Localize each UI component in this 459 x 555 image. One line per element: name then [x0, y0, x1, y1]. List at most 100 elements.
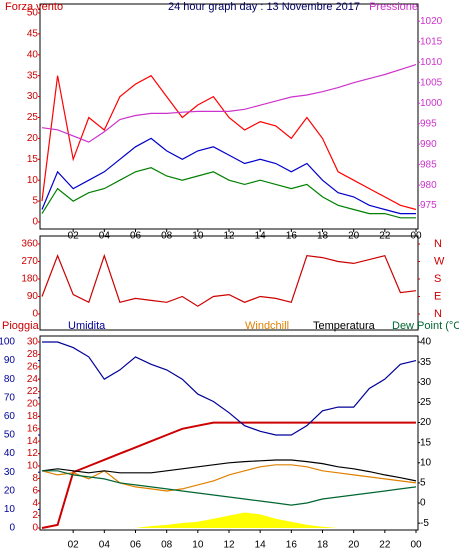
series-line — [41, 74, 417, 211]
x-tick-label: 22 — [379, 540, 391, 551]
y2-tick-label: 1000 — [420, 98, 443, 109]
y3-tick-label: 30 — [27, 337, 39, 348]
x-tick-label: 06 — [130, 540, 142, 551]
series-line — [41, 253, 417, 307]
x-tick-label: 20 — [348, 540, 360, 551]
y-tick-label: 360 — [21, 239, 38, 250]
y3-tick-label: 26 — [27, 361, 39, 372]
y2-tick-label: 10 — [420, 457, 432, 468]
y2-tick-label: 1015 — [420, 36, 443, 47]
y2-tick-label: 0 — [420, 498, 426, 509]
y2-tick-label: -5 — [420, 518, 429, 529]
y-tick-label: 15 — [27, 154, 39, 165]
series-line — [41, 167, 416, 219]
y3-tick-label: 12 — [27, 448, 39, 459]
y2-tick-label: 985 — [420, 159, 437, 170]
y2-tick-label: 30 — [420, 377, 432, 388]
y2-tick-label: N — [434, 308, 442, 320]
y-tick-label: 40 — [4, 448, 16, 459]
series-line — [41, 137, 416, 215]
y-tick-label: 90 — [4, 355, 16, 366]
x-tick-label: 08 — [161, 540, 173, 551]
x-tick-label: 14 — [255, 540, 267, 551]
series-label: Dew Point (°C — [392, 320, 459, 332]
x-tick-label: 12 — [223, 540, 235, 551]
y2-tick-label: 25 — [420, 397, 432, 408]
y2-tick-label: 1010 — [420, 57, 443, 68]
y2-tick-label: 1005 — [420, 77, 443, 88]
y-tick-label: 20 — [27, 133, 39, 144]
x-tick-label: 18 — [317, 540, 329, 551]
series-area — [42, 512, 416, 528]
series-line — [41, 64, 417, 143]
y-tick-label: 10 — [27, 175, 39, 186]
y-tick-label: 0 — [32, 217, 38, 228]
y2-axis-title: Pressione — [369, 1, 418, 13]
y-tick-label: 80 — [4, 374, 16, 385]
y-tick-label: 10 — [4, 504, 16, 515]
y-tick-label: 70 — [4, 392, 16, 403]
series-label: Pioggia — [2, 320, 40, 332]
y2-tick-label: 980 — [420, 180, 437, 191]
y-axis-title: Forza vento — [5, 1, 63, 13]
y3-tick-label: 28 — [27, 349, 39, 360]
y-tick-label: 60 — [4, 411, 16, 422]
y-tick-label: 30 — [27, 91, 39, 102]
y-tick-label: 270 — [21, 256, 38, 267]
x-tick-label: 16 — [286, 540, 298, 551]
y-tick-label: 100 — [0, 337, 15, 348]
y2-tick-label: S — [434, 273, 441, 285]
y3-tick-label: 4 — [32, 498, 38, 509]
y-tick-label: 25 — [27, 112, 39, 123]
y3-tick-label: 18 — [27, 411, 39, 422]
y3-tick-label: 16 — [27, 423, 39, 434]
series-line — [42, 470, 417, 506]
series-line — [42, 341, 417, 436]
y-tick-label: 90 — [27, 291, 39, 302]
y2-tick-label: N — [434, 238, 442, 250]
plot-frame — [39, 235, 419, 331]
y-tick-label: 40 — [27, 49, 39, 60]
y2-tick-label: 40 — [420, 337, 432, 348]
chart-title: 24 hour graph day : 13 Novembre 2017 — [168, 1, 360, 13]
y3-tick-label: 0 — [32, 523, 38, 534]
y2-tick-label: 990 — [420, 139, 437, 150]
y3-tick-label: 8 — [32, 473, 38, 484]
y2-tick-label: 35 — [420, 357, 432, 368]
x-tick-label: 00 — [410, 540, 422, 551]
y-tick-label: 20 — [4, 485, 16, 496]
y2-tick-label: 975 — [420, 200, 437, 211]
y3-tick-label: 14 — [27, 436, 39, 447]
y-tick-label: 35 — [27, 70, 39, 81]
y-tick-label: 0 — [32, 309, 38, 320]
y-tick-label: 50 — [4, 430, 16, 441]
y2-tick-label: 15 — [420, 437, 432, 448]
y3-tick-label: 10 — [27, 461, 39, 472]
series-label: Umidita — [68, 320, 106, 332]
y3-tick-label: 24 — [27, 374, 39, 385]
series-label: Windchill — [245, 320, 289, 332]
y-tick-label: 5 — [32, 196, 38, 207]
y-tick-label: 180 — [21, 274, 38, 285]
y-tick-label: 0 — [9, 523, 15, 534]
series-line — [41, 459, 417, 482]
y2-tick-label: 995 — [420, 118, 437, 129]
y2-tick-label: W — [434, 255, 445, 267]
x-tick-label: 02 — [68, 540, 80, 551]
y2-tick-label: 1020 — [420, 16, 443, 27]
y3-tick-label: 22 — [27, 386, 39, 397]
x-tick-label: 10 — [192, 540, 204, 551]
y2-tick-label: 5 — [420, 478, 426, 489]
y3-tick-label: 6 — [32, 485, 38, 496]
y-tick-label: 30 — [4, 467, 16, 478]
y-tick-label: 50 — [27, 8, 39, 19]
series-label: Temperatura — [313, 320, 376, 332]
y3-tick-label: 20 — [27, 399, 39, 410]
series-line — [41, 421, 416, 529]
x-tick-label: 04 — [99, 540, 111, 551]
y3-tick-label: 2 — [32, 510, 38, 521]
y2-tick-label: 20 — [420, 417, 432, 428]
y2-tick-label: E — [434, 290, 441, 302]
